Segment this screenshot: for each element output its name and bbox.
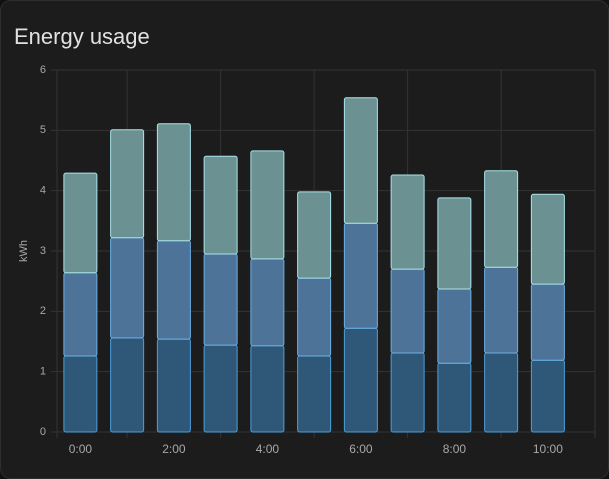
bar-segment [250, 345, 285, 433]
bar-segment [250, 258, 285, 347]
bar-segment [63, 355, 98, 433]
bar-segment [203, 253, 238, 346]
bar-segment [63, 172, 98, 274]
bar-segment [297, 191, 332, 279]
bar-segment [203, 155, 238, 255]
bar-segment [156, 240, 191, 340]
bar-segment [297, 277, 332, 357]
y-tick-label: 6 [40, 64, 46, 76]
bar-segment [343, 222, 378, 329]
bar-segment [343, 327, 378, 433]
bar-segment [110, 129, 145, 239]
bar-segment [530, 193, 565, 285]
bar-segment [484, 352, 519, 433]
bar-segment [390, 268, 425, 354]
bar-segment [530, 283, 565, 361]
y-tick-label: 5 [40, 124, 46, 136]
x-tick-label: 6:00 [349, 442, 373, 456]
y-tick-label: 4 [40, 185, 46, 197]
bar-segment [390, 352, 425, 433]
y-tick-label: 1 [40, 366, 46, 378]
x-tick-label: 8:00 [443, 442, 467, 456]
bar-segment [437, 288, 472, 364]
y-tick-label: 2 [40, 305, 46, 317]
bar-segment [530, 359, 565, 433]
bar-segment [437, 197, 472, 290]
x-tick-label: 10:00 [533, 442, 563, 456]
y-tick-label: 3 [40, 245, 46, 257]
bar-segment [437, 362, 472, 433]
bar-segment [390, 174, 425, 270]
bar-segment [343, 97, 378, 224]
bar-segment [250, 150, 285, 260]
bar-segment [156, 123, 191, 242]
bar-segment [484, 170, 519, 268]
bar-segment [297, 355, 332, 433]
bar-segment [110, 237, 145, 339]
x-tick-label: 4:00 [256, 442, 280, 456]
y-tick-label: 0 [40, 426, 46, 438]
bar-segment [63, 272, 98, 357]
bar-segment [110, 337, 145, 433]
bar-segment [156, 338, 191, 433]
bar-segment [484, 266, 519, 354]
chart-title: Energy usage [14, 24, 150, 49]
y-axis-label: kWh [18, 240, 30, 262]
x-tick-label: 0:00 [69, 442, 93, 456]
bar-segment [203, 344, 238, 433]
x-tick-label: 2:00 [162, 442, 186, 456]
